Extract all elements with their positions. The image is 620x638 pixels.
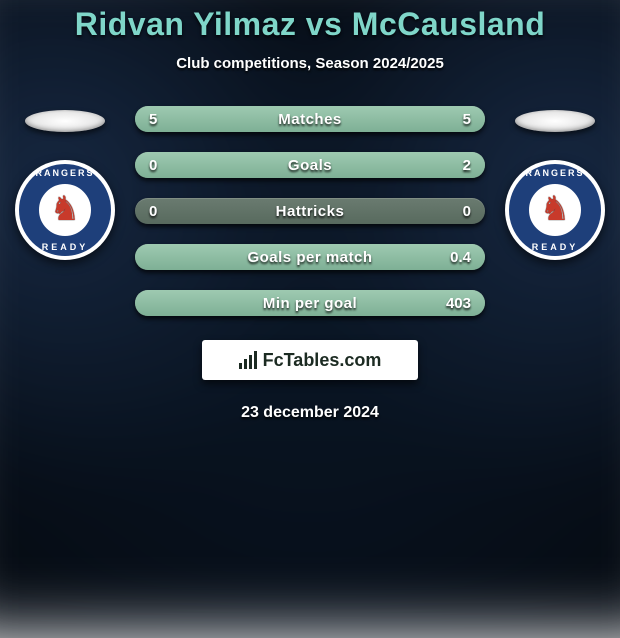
stat-value-left: 5 bbox=[149, 111, 183, 128]
player-left-column: RANGERS READY ♞ bbox=[15, 104, 115, 260]
stat-bar: Min per goal 403 bbox=[135, 290, 485, 316]
content: Ridvan Yilmaz vs McCausland Club competi… bbox=[0, 0, 620, 580]
stat-bar: 0 Goals 2 bbox=[135, 152, 485, 178]
lion-icon: ♞ bbox=[50, 192, 80, 226]
stat-value-right: 403 bbox=[437, 295, 471, 312]
stat-bar: 5 Matches 5 bbox=[135, 106, 485, 132]
crest-text-top: RANGERS bbox=[505, 168, 605, 178]
stat-bar: Goals per match 0.4 bbox=[135, 244, 485, 270]
club-crest-right: RANGERS READY ♞ bbox=[505, 160, 605, 260]
comparison-card: Ridvan Yilmaz vs McCausland Club competi… bbox=[0, 0, 620, 580]
comparison-row: RANGERS READY ♞ 5 Matches 5 0 Goals 2 0 Hattric… bbox=[0, 104, 620, 316]
stat-value-right: 0 bbox=[437, 203, 471, 220]
stat-value-right: 2 bbox=[437, 157, 471, 174]
brand-text: FcTables.com bbox=[263, 350, 382, 371]
stat-label: Goals per match bbox=[247, 249, 372, 266]
stat-label: Hattricks bbox=[276, 203, 345, 220]
stat-value-right: 5 bbox=[437, 111, 471, 128]
subtitle: Club competitions, Season 2024/2025 bbox=[176, 55, 444, 72]
stat-value-left: 0 bbox=[149, 203, 183, 220]
stat-label: Matches bbox=[278, 111, 342, 128]
page-title: Ridvan Yilmaz vs McCausland bbox=[75, 6, 546, 43]
stat-value-left: 0 bbox=[149, 157, 183, 174]
crest-text-top: RANGERS bbox=[15, 168, 115, 178]
stat-bar: 0 Hattricks 0 bbox=[135, 198, 485, 224]
country-flag-left bbox=[25, 110, 105, 132]
stat-label: Goals bbox=[288, 157, 332, 174]
crest-text-bottom: READY bbox=[15, 242, 115, 252]
lion-icon: ♞ bbox=[540, 192, 570, 226]
brand-badge[interactable]: FcTables.com bbox=[202, 340, 418, 380]
club-crest-left: RANGERS READY ♞ bbox=[15, 160, 115, 260]
player-right-column: RANGERS READY ♞ bbox=[505, 104, 605, 260]
bar-chart-icon bbox=[239, 351, 257, 369]
stat-bars: 5 Matches 5 0 Goals 2 0 Hattricks 0 Goals per mat… bbox=[135, 104, 485, 316]
stat-value-right: 0.4 bbox=[437, 249, 471, 266]
country-flag-right bbox=[515, 110, 595, 132]
date-label: 23 december 2024 bbox=[241, 404, 379, 422]
stat-label: Min per goal bbox=[263, 295, 357, 312]
crest-text-bottom: READY bbox=[505, 242, 605, 252]
